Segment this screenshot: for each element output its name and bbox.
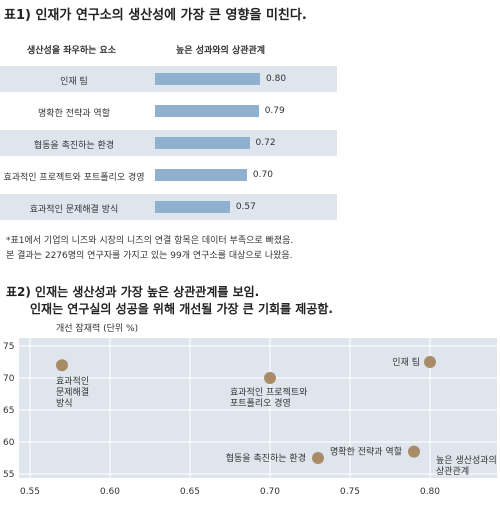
- bar-category-label: 협동을 촉진하는 환경: [33, 141, 115, 151]
- correlation-column-header: 높은 성과와의 상관관계: [176, 46, 266, 56]
- bar-value-label: 0.70: [252, 170, 273, 180]
- bar: [155, 137, 250, 149]
- table1-title: 표1) 인재가 연구소의 생산성에 가장 큰 영향을 미친다.: [4, 8, 307, 23]
- table2-title-line-1: 표2) 인재는 생산성과 가장 높은 상관관계를 보임.: [6, 285, 260, 299]
- bar-value-label: 0.79: [264, 106, 285, 116]
- point-label: 협동을 촉진하는 환경: [226, 452, 306, 464]
- x-axis-label: 높은 생산성과의 상관관계: [436, 455, 497, 477]
- bar-category-label: 효과적인 문제해결 방식: [29, 205, 119, 215]
- footnote-line-2: 본 결과는 2276명의 연구자를 가지고 있는 99개 연구소를 대상으로 나…: [6, 251, 293, 261]
- x-tick-label: 0.55: [20, 487, 40, 497]
- scatter-point: [408, 445, 420, 458]
- y-tick-label: 75: [3, 342, 14, 352]
- bar-category-label: 명확한 전략과 역할: [38, 109, 110, 119]
- scatter-point: [312, 452, 324, 464]
- bar: [155, 201, 230, 213]
- x-tick-label: 0.70: [260, 487, 280, 497]
- scatter-point: [264, 372, 276, 384]
- x-tick-label: 0.60: [100, 487, 120, 497]
- y-tick-label: 55: [3, 470, 14, 480]
- bar: [155, 105, 259, 117]
- y-tick-label: 65: [3, 406, 14, 416]
- y-axis-label: 개선 잠재력 (단위 %): [56, 324, 139, 334]
- bar-value-label: 0.72: [255, 138, 276, 148]
- scatter-point: [424, 356, 436, 368]
- point-label: 효과적인 프로젝트와 포트폴리오 경영: [230, 386, 307, 409]
- x-tick-label: 0.65: [180, 487, 200, 497]
- x-tick-label: 0.75: [340, 487, 360, 497]
- bar-category-label: 효과적인 프로젝트와 포트폴리오 경영: [3, 173, 145, 183]
- factor-column-header: 생산성을 좌우하는 요소: [27, 46, 117, 56]
- bar: [155, 73, 260, 85]
- bar-value-label: 0.80: [266, 74, 287, 84]
- footnote-line-1: *표1에서 기업의 니즈와 시장의 니즈의 연결 항목은 데이터 부족으로 빠졌…: [6, 236, 294, 246]
- bar-category-label: 인재 팀: [60, 77, 88, 87]
- point-label: 인재 팀: [392, 356, 420, 368]
- bar-value-label: 0.57: [235, 202, 256, 212]
- y-tick-label: 60: [3, 438, 15, 448]
- x-tick-label: 0.80: [420, 487, 440, 497]
- point-label: 명확한 전략과 역할: [330, 446, 402, 458]
- bar: [155, 169, 247, 181]
- point-label: 효과적인 문제해결 방식: [56, 375, 89, 409]
- table2-title-line-2: 인재는 연구실의 성공을 위해 개선될 가장 큰 기회를 제공함.: [30, 302, 333, 316]
- y-tick-label: 70: [3, 374, 15, 384]
- scatter-point: [56, 359, 68, 372]
